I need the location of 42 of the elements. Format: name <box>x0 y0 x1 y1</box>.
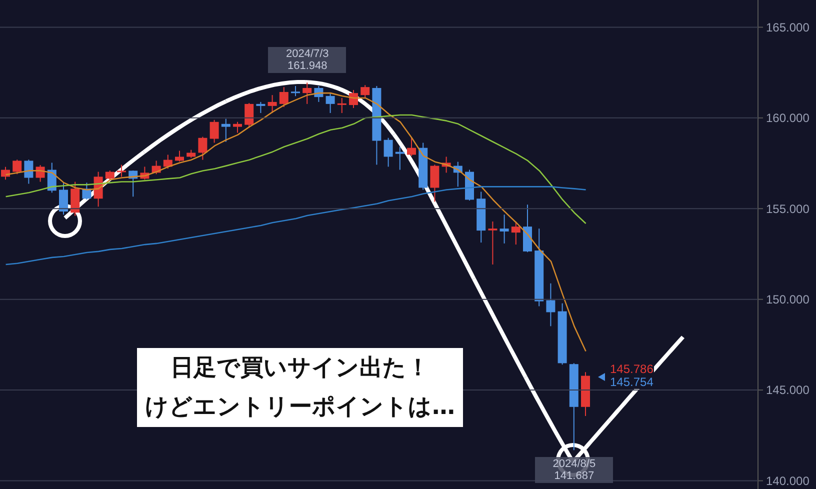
annotation: 2024/8/5 141.687 <box>535 458 614 482</box>
candlestick <box>384 137 393 168</box>
annotation: 2024/7/3 161.948 <box>268 48 346 72</box>
candlestick <box>360 84 370 98</box>
y-tick-label: 155.000 <box>766 202 810 216</box>
candlestick <box>349 89 358 108</box>
candlestick <box>210 119 219 144</box>
candlestick <box>500 214 509 244</box>
candlestick <box>175 150 184 162</box>
candlestick <box>326 92 335 114</box>
candlestick <box>511 221 520 246</box>
candlestick <box>395 146 404 170</box>
y-tick-label: 150.000 <box>766 292 810 307</box>
y-tick-label: 165.000 <box>766 20 810 34</box>
candlestick <box>302 82 312 104</box>
text: 145.786 <box>609 362 654 376</box>
candlestick <box>105 170 114 180</box>
candlestick <box>488 221 498 265</box>
candlestick <box>24 159 34 184</box>
candlestick <box>221 118 230 142</box>
y-tick-label: 160.000 <box>766 111 810 126</box>
y-tick-label: 140.000 <box>766 474 810 488</box>
candlestick <box>233 121 242 134</box>
candlestick <box>268 94 277 114</box>
candlestick <box>407 137 416 157</box>
candlestick <box>546 282 556 327</box>
candlestick <box>244 102 254 128</box>
candlestick <box>279 86 288 108</box>
candlestick <box>256 101 266 114</box>
candlestick <box>291 85 300 97</box>
candlestick <box>70 181 80 216</box>
line-series <box>5 186 586 266</box>
annotation: 日足で買いサイン出た！ <box>137 348 463 388</box>
candlestick <box>430 164 440 202</box>
candlestick <box>198 136 208 160</box>
candlestick <box>59 182 68 216</box>
candlestick <box>12 159 22 175</box>
candlestick <box>337 97 346 114</box>
y-tick-label: 145.000 <box>766 383 810 398</box>
candlestick <box>117 164 126 178</box>
text: 145.754 <box>609 374 654 389</box>
annotation: けどエントリーポイントは… <box>137 388 463 427</box>
